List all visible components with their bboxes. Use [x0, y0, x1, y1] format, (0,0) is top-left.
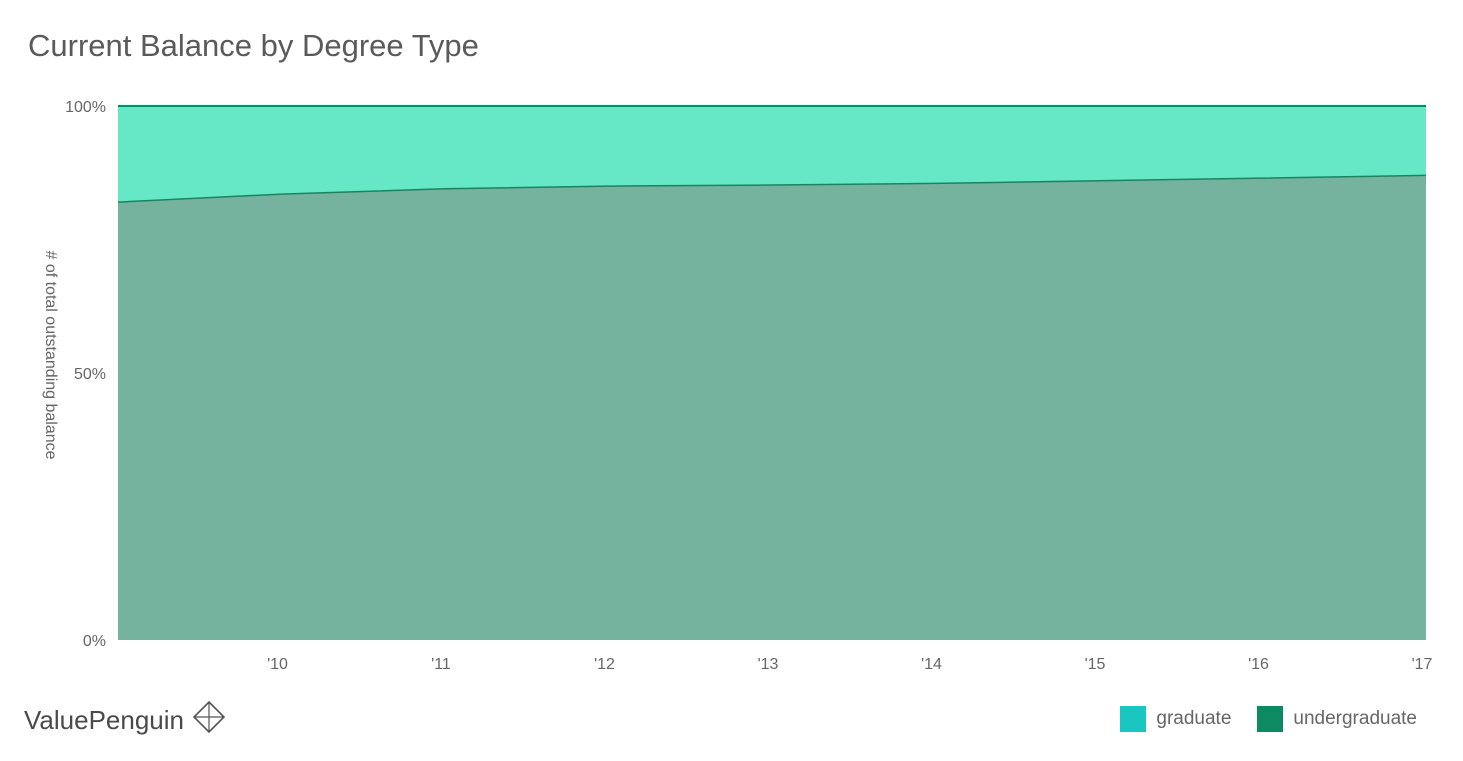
line-undergraduate-top — [117, 174, 1427, 203]
chart-area: 100% 50% 0% '10 '11 '12 '13 '14 '15 '16 '17 # of … — [42, 99, 1433, 673]
legend-label-graduate: graduate — [1156, 708, 1232, 729]
legend-label-undergraduate: undergraduate — [1293, 708, 1417, 729]
x-tick-label: '17 — [1412, 656, 1433, 673]
brand-name: ValuePenguin — [24, 705, 184, 735]
legend-item-undergraduate: undergraduate — [1257, 706, 1417, 732]
x-tick-label: '12 — [594, 656, 615, 673]
penguin-diamond-logo-icon — [192, 700, 226, 741]
x-tick-label: '13 — [758, 656, 779, 673]
y-axis-title: # of total outstanding balance — [42, 250, 59, 459]
brand-logo: ValuePenguin — [24, 700, 226, 741]
y-tick-label: 0% — [83, 633, 106, 650]
x-tick-label: '16 — [1248, 656, 1269, 673]
x-tick-label: '10 — [267, 656, 288, 673]
chart-title: Current Balance by Degree Type — [28, 28, 479, 63]
y-tick-label: 100% — [65, 99, 106, 116]
legend-swatch-undergraduate — [1257, 706, 1284, 732]
area-undergraduate — [118, 175, 1426, 641]
legend-swatch-graduate — [1120, 706, 1147, 732]
area-graduate — [118, 106, 1426, 203]
x-tick-label: '11 — [431, 656, 451, 673]
y-tick-label: 50% — [74, 366, 106, 383]
x-tick-label: '15 — [1085, 656, 1106, 673]
legend: graduate undergraduate — [1120, 706, 1417, 732]
x-tick-label: '14 — [921, 656, 942, 673]
legend-item-graduate: graduate — [1120, 706, 1231, 732]
